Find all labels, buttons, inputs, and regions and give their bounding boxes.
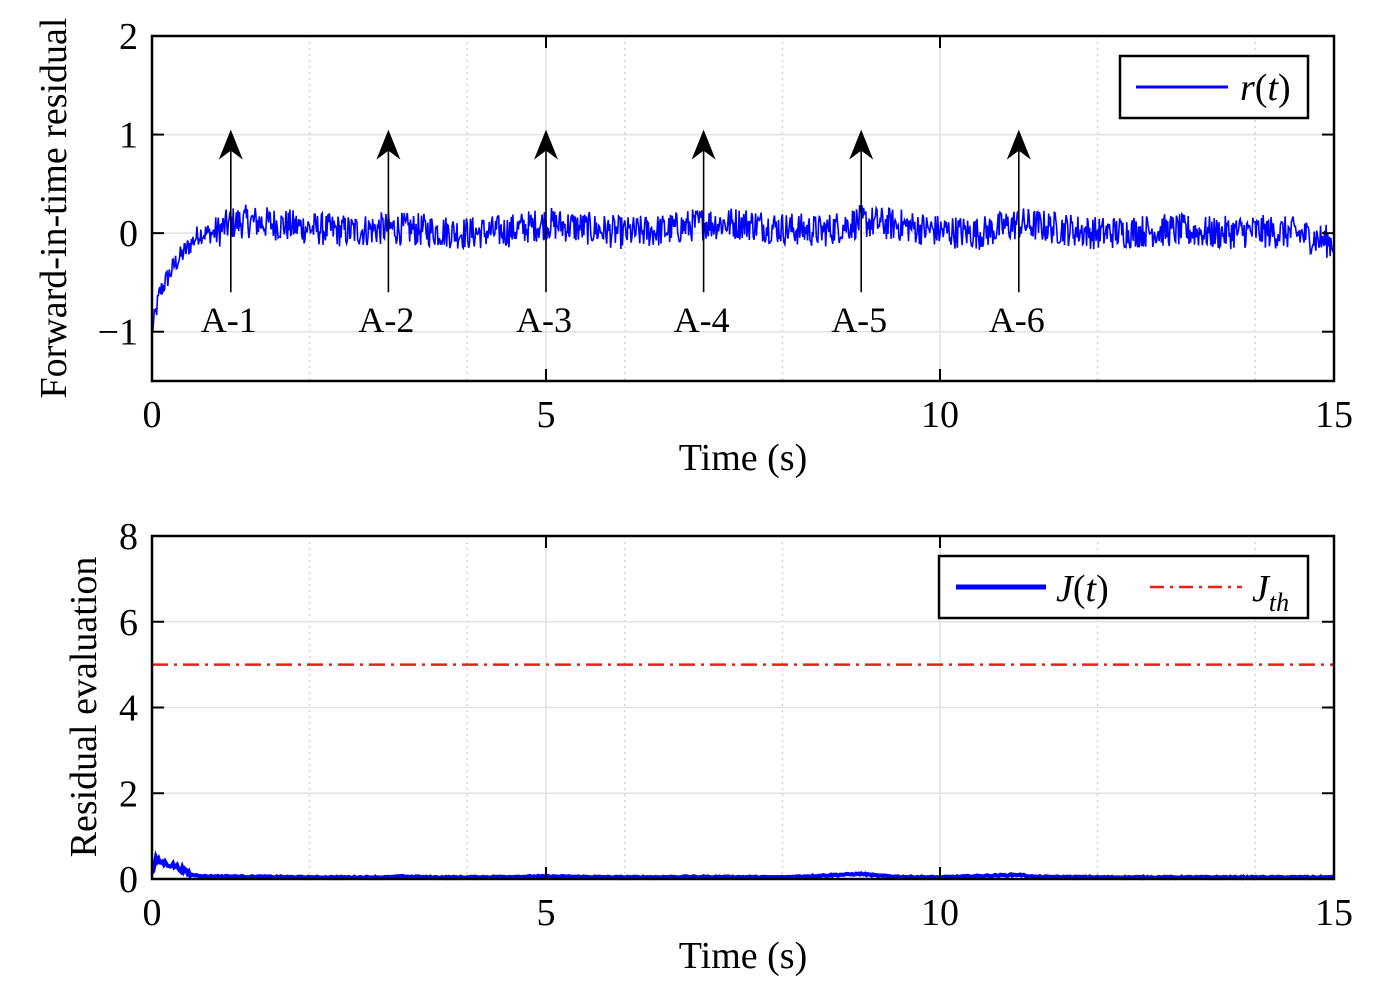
x-tick-label: 5 (537, 394, 556, 436)
y-tick-label: 8 (119, 516, 138, 558)
annotation-label: A-1 (201, 300, 257, 340)
annotation-arrow-head (1006, 129, 1031, 160)
evaluation-y-axis-label: Residual evaluation (63, 557, 105, 858)
annotation-arrow-head (849, 129, 874, 160)
fault-annotations: A-1 A-2 A-3 A-4 A-5 A-6 (201, 129, 1045, 340)
annotation-label: A-5 (831, 300, 887, 340)
evaluation-plot: 0 5 10 15 8 6 4 2 0 Time (s) Residual evaluation… (63, 516, 1353, 977)
x-tick-label: 15 (1315, 394, 1353, 436)
y-tick-label: 4 (119, 688, 138, 730)
x-tick-label: 10 (921, 394, 959, 436)
residual-legend: r(t) (1118, 54, 1310, 120)
annotation-arrow-head (534, 129, 558, 160)
annotation-arrow-head (376, 129, 401, 160)
annotation-arrow-head (218, 129, 243, 160)
y-tick-label: −1 (98, 312, 138, 354)
residual-line (151, 204, 1335, 333)
residual-plot-frame (150, 34, 1336, 383)
y-tick-label: 2 (119, 773, 138, 815)
x-tick-label: 0 (143, 394, 162, 436)
evaluation-series (150, 663, 1335, 881)
annotation-arrow-head (691, 129, 716, 160)
residual-y-axis-label: Forward-in-time residual (33, 18, 75, 399)
y-tick-label: 1 (119, 115, 138, 157)
x-tick-label: 0 (143, 892, 162, 934)
evaluation-line (150, 849, 1335, 881)
residual-series (151, 204, 1335, 333)
evaluation-axis-ticks: 0 5 10 15 8 6 4 2 0 (119, 516, 1353, 934)
legend-r-label: r(t) (1240, 67, 1291, 109)
legend-jth-label: Jth (1252, 568, 1289, 617)
legend-j-label: J(t) (1056, 568, 1109, 610)
x-tick-label: 10 (921, 892, 959, 934)
y-tick-label: 6 (119, 602, 138, 644)
annotation-label: A-3 (516, 300, 572, 340)
evaluation-legend: J(t) Jth (937, 554, 1310, 620)
annotation-label: A-2 (358, 300, 414, 340)
residual-x-axis-label: Time (s) (679, 437, 807, 479)
evaluation-x-axis-label: Time (s) (679, 935, 807, 977)
y-tick-label: 2 (119, 16, 138, 58)
x-tick-label: 5 (537, 892, 556, 934)
y-tick-label: 0 (119, 859, 138, 901)
x-tick-label: 15 (1315, 892, 1353, 934)
annotation-label: A-6 (989, 300, 1045, 340)
annotation-label: A-4 (674, 300, 730, 340)
y-tick-label: 0 (119, 213, 138, 255)
